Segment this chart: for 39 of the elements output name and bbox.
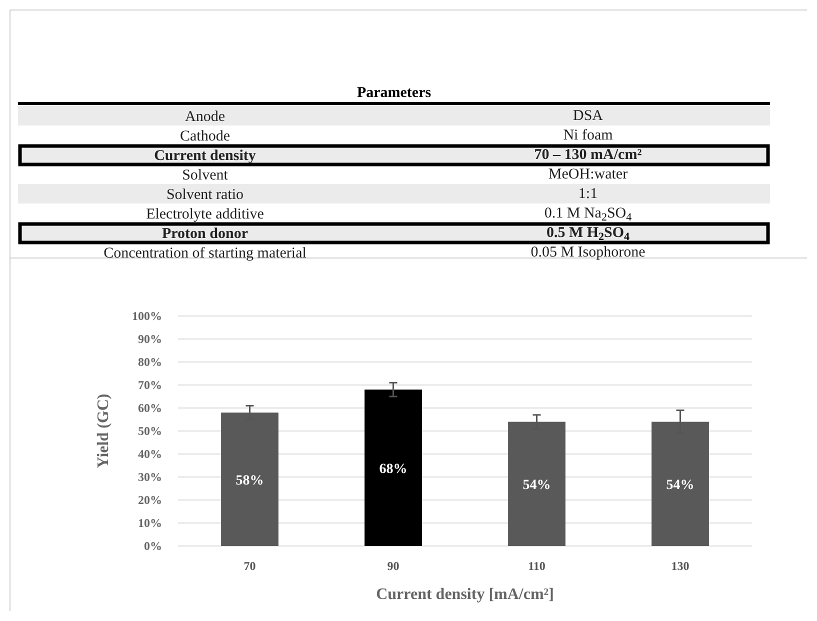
text: 1:1 bbox=[578, 186, 598, 202]
x-tick-label: 90 bbox=[387, 559, 400, 573]
text: Current density bbox=[154, 148, 256, 164]
x-tick-label: 70 bbox=[244, 559, 256, 573]
data-label: 54% bbox=[666, 478, 694, 493]
text: DSA bbox=[572, 108, 604, 124]
text: 0.5 M H$_{2}$SO$_{4}$ bbox=[546, 225, 630, 243]
text: Solvent bbox=[182, 168, 229, 184]
data-label: 68% bbox=[379, 462, 408, 477]
y-tick-label: 40% bbox=[138, 447, 162, 462]
text: 70 – 130 mA/cm² bbox=[534, 147, 642, 163]
text: Parameters bbox=[356, 85, 432, 101]
x-tick-label: 130 bbox=[671, 559, 690, 573]
y-tick-label: 100% bbox=[132, 309, 162, 324]
data-label: 58% bbox=[236, 473, 264, 488]
data-label: 54% bbox=[522, 478, 551, 493]
text: Ni foam bbox=[563, 128, 614, 144]
text: Cathode bbox=[180, 128, 230, 144]
y-tick-label: 80% bbox=[138, 355, 162, 370]
x-axis-title: Current density [mA/cm²] bbox=[376, 586, 554, 603]
y-tick-label: 90% bbox=[138, 332, 162, 346]
y-axis-title: Yield (GC) bbox=[95, 394, 112, 468]
x-tick-label: 110 bbox=[528, 559, 546, 573]
text: Concentration of starting material bbox=[104, 246, 306, 262]
text: Electrolyte additive bbox=[146, 206, 264, 222]
text: 0.1 M Na$_{2}$SO$_{4}$ bbox=[544, 206, 632, 224]
y-tick-label: 0% bbox=[144, 539, 162, 554]
y-tick-label: 60% bbox=[138, 401, 162, 416]
text: MeOH:water bbox=[548, 166, 628, 182]
y-tick-label: 10% bbox=[138, 516, 162, 530]
text: Proton donor bbox=[162, 226, 248, 242]
text: 0.05 M Isophorone bbox=[530, 244, 646, 260]
text: Anode bbox=[185, 109, 226, 125]
y-tick-label: 70% bbox=[138, 378, 162, 392]
y-tick-label: 20% bbox=[138, 493, 162, 508]
text: Solvent ratio bbox=[166, 187, 244, 203]
y-tick-label: 50% bbox=[138, 424, 162, 438]
bar bbox=[364, 390, 422, 546]
y-tick-label: 30% bbox=[138, 470, 162, 484]
